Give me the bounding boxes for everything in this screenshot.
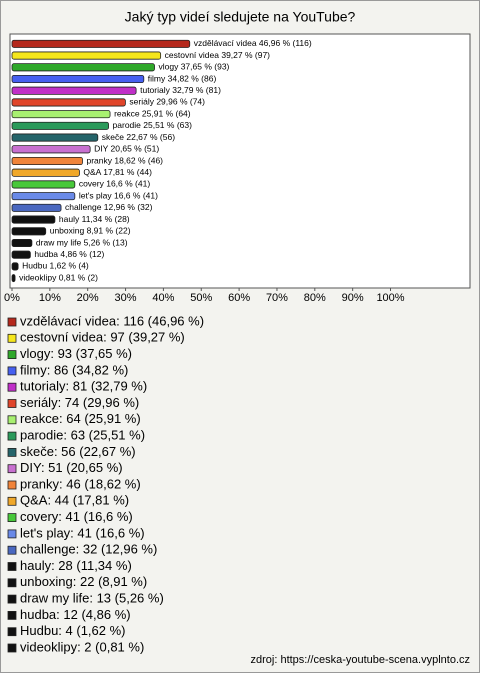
x-tick-label: 10% bbox=[39, 292, 61, 304]
bar-label: cestovní videa 39,27 % (97) bbox=[165, 50, 271, 60]
bar bbox=[11, 133, 99, 142]
x-tick-label: 60% bbox=[228, 292, 250, 304]
bar-label: hudba 4,86 % (12) bbox=[34, 249, 104, 259]
legend-label: parodie: 63 (25,51 %) bbox=[20, 428, 145, 443]
bar-label: filmy 34,82 % (86) bbox=[148, 73, 217, 83]
legend-swatch bbox=[7, 496, 17, 506]
legend-swatch bbox=[7, 333, 17, 343]
x-tick-label: 40% bbox=[152, 292, 174, 304]
bar-label: let's play 16,6 % (41) bbox=[79, 190, 158, 200]
bar bbox=[11, 39, 191, 48]
bar bbox=[11, 215, 56, 224]
bar-label: videoklipy 0,81 % (2) bbox=[19, 272, 98, 282]
legend-swatch bbox=[7, 578, 17, 588]
bar bbox=[11, 192, 76, 201]
bar-label: seriály 29,96 % (74) bbox=[129, 97, 205, 107]
legend-swatch bbox=[7, 594, 17, 604]
bar-label: draw my life 5,26 % (13) bbox=[36, 237, 128, 247]
legend-label: videoklipy: 2 (0,81 %) bbox=[20, 639, 144, 654]
legend-label: filmy: 86 (34,82 %) bbox=[20, 362, 128, 377]
legend-swatch bbox=[7, 431, 17, 441]
legend-swatch bbox=[7, 480, 17, 490]
bar-label: covery 16,6 % (41) bbox=[79, 179, 151, 189]
x-tick-label: 90% bbox=[342, 292, 364, 304]
bar bbox=[11, 274, 16, 283]
source: zdroj: https://ceska-youtube-scena.vypln… bbox=[251, 654, 471, 666]
bar bbox=[11, 250, 31, 259]
legend-swatch bbox=[7, 464, 17, 474]
x-tick-label: 20% bbox=[77, 292, 99, 304]
bar bbox=[11, 63, 155, 72]
bar bbox=[11, 227, 47, 236]
legend-swatch bbox=[7, 317, 17, 327]
legend-label: hauly: 28 (11,34 %) bbox=[20, 558, 132, 573]
bar-label: vzdělávací videa 46,96 % (116) bbox=[194, 38, 312, 48]
bar bbox=[11, 121, 109, 130]
x-tick-label: 0% bbox=[4, 292, 20, 304]
bar bbox=[11, 51, 162, 60]
legend-label: draw my life: 13 (5,26 %) bbox=[20, 591, 164, 606]
legend-label: pranky: 46 (18,62 %) bbox=[20, 476, 141, 491]
bar bbox=[11, 238, 33, 248]
x-tick-label: 70% bbox=[266, 292, 288, 304]
bar bbox=[11, 203, 62, 212]
legend-label: hudba: 12 (4,86 %) bbox=[20, 607, 131, 622]
x-tick-label: 100% bbox=[376, 292, 404, 304]
legend-label: challenge: 32 (12,96 %) bbox=[20, 542, 157, 557]
legend-label: cestovní videa: 97 (39,27 %) bbox=[20, 330, 185, 345]
legend-label: Hudbu: 4 (1,62 %) bbox=[20, 623, 126, 638]
legend-swatch bbox=[7, 529, 17, 539]
legend-label: skeče: 56 (22,67 %) bbox=[20, 444, 136, 459]
x-tick-label: 30% bbox=[115, 292, 137, 304]
x-tick-label: 50% bbox=[190, 292, 212, 304]
bar bbox=[11, 86, 137, 95]
bar-label: skeče 22,67 % (56) bbox=[102, 132, 175, 142]
legend-label: vzdělávací videa: 116 (46,96 %) bbox=[20, 313, 204, 328]
bar-label: parodie 25,51 % (63) bbox=[113, 120, 193, 130]
legend-label: Q&A: 44 (17,81 %) bbox=[20, 493, 129, 508]
bar-label: unboxing 8,91 % (22) bbox=[50, 226, 131, 236]
bar-label: challenge 12,96 % (32) bbox=[65, 202, 153, 212]
bar-label: reakce 25,91 % (64) bbox=[114, 108, 191, 118]
bar-label: Hudbu 1,62 % (4) bbox=[22, 261, 89, 271]
legend-label: reakce: 64 (25,91 %) bbox=[20, 411, 141, 426]
legend-swatch bbox=[7, 562, 17, 571]
bar bbox=[11, 110, 111, 119]
bar bbox=[11, 145, 91, 154]
legend-label: unboxing: 22 (8,91 %) bbox=[20, 574, 147, 589]
legend-swatch bbox=[7, 366, 17, 376]
legend-swatch bbox=[7, 350, 17, 360]
legend-label: vlogy: 93 (37,65 %) bbox=[20, 346, 132, 361]
chart-title: Jaký typ videí sledujete na YouTube? bbox=[125, 9, 356, 25]
bar-label: vlogy 37,65 % (93) bbox=[159, 62, 230, 72]
legend-swatch bbox=[7, 447, 17, 457]
bar-label: tutorialy 32,79 % (81) bbox=[140, 85, 221, 95]
bar-label: Q&A 17,81 % (44) bbox=[83, 167, 152, 177]
legend-swatch bbox=[7, 545, 17, 555]
legend-swatch bbox=[7, 643, 17, 653]
bar bbox=[11, 262, 19, 271]
legend-label: tutorialy: 81 (32,79 %) bbox=[20, 379, 147, 394]
bar bbox=[11, 180, 76, 189]
bar bbox=[11, 156, 83, 166]
legend-label: covery: 41 (16,6 %) bbox=[20, 509, 133, 524]
legend-label: seriály: 74 (29,96 %) bbox=[20, 395, 139, 410]
legend-swatch bbox=[7, 415, 17, 425]
bar bbox=[11, 98, 126, 107]
bar bbox=[11, 74, 145, 84]
bar-label: pranky 18,62 % (46) bbox=[86, 155, 163, 165]
legend-label: let's play: 41 (16,6 %) bbox=[20, 525, 145, 540]
legend-swatch bbox=[7, 399, 17, 408]
bar-label: hauly 11,34 % (28) bbox=[59, 214, 130, 224]
bar bbox=[11, 168, 80, 177]
bar-label: DIY 20,65 % (51) bbox=[94, 144, 159, 154]
legend-swatch bbox=[7, 627, 17, 637]
legend-label: DIY: 51 (20,65 %) bbox=[20, 460, 123, 475]
legend-swatch bbox=[7, 611, 17, 620]
legend-swatch bbox=[7, 382, 17, 392]
x-tick-label: 80% bbox=[304, 292, 326, 304]
legend-swatch bbox=[7, 513, 17, 522]
